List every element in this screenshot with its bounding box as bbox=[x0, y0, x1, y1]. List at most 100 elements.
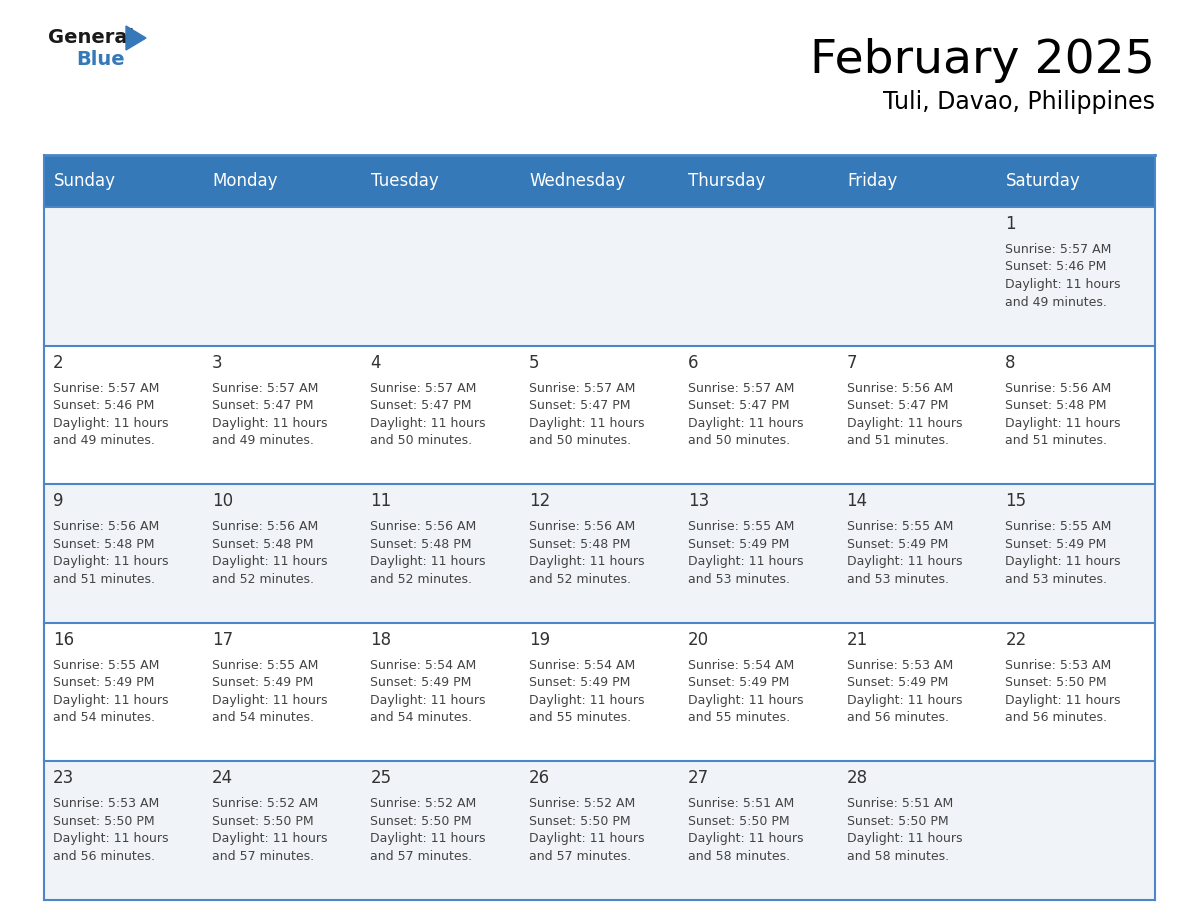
Text: Sunset: 5:50 PM: Sunset: 5:50 PM bbox=[688, 815, 790, 828]
Text: Sunrise: 5:57 AM: Sunrise: 5:57 AM bbox=[529, 382, 636, 395]
Text: Sunrise: 5:54 AM: Sunrise: 5:54 AM bbox=[529, 659, 636, 672]
Text: and 57 minutes.: and 57 minutes. bbox=[529, 850, 631, 863]
Text: and 50 minutes.: and 50 minutes. bbox=[688, 434, 790, 447]
Bar bbox=[361, 484, 520, 622]
Text: Saturday: Saturday bbox=[1006, 172, 1081, 190]
Text: 26: 26 bbox=[529, 769, 550, 788]
Bar bbox=[203, 155, 361, 207]
Bar bbox=[520, 484, 678, 622]
Text: Sunrise: 5:54 AM: Sunrise: 5:54 AM bbox=[371, 659, 476, 672]
Text: Daylight: 11 hours: Daylight: 11 hours bbox=[688, 694, 803, 707]
Text: 1: 1 bbox=[1005, 215, 1016, 233]
Text: Sunset: 5:49 PM: Sunset: 5:49 PM bbox=[688, 677, 789, 689]
Bar bbox=[44, 207, 203, 345]
Text: Sunset: 5:48 PM: Sunset: 5:48 PM bbox=[1005, 399, 1107, 412]
Text: and 52 minutes.: and 52 minutes. bbox=[371, 573, 473, 586]
Text: 15: 15 bbox=[1005, 492, 1026, 510]
Text: Sunset: 5:46 PM: Sunset: 5:46 PM bbox=[1005, 261, 1107, 274]
Text: 13: 13 bbox=[688, 492, 709, 510]
Bar bbox=[678, 207, 838, 345]
Text: 9: 9 bbox=[53, 492, 63, 510]
Text: Sunset: 5:50 PM: Sunset: 5:50 PM bbox=[529, 815, 631, 828]
Bar bbox=[838, 761, 997, 900]
Text: Sunset: 5:47 PM: Sunset: 5:47 PM bbox=[847, 399, 948, 412]
Text: 6: 6 bbox=[688, 353, 699, 372]
Text: February 2025: February 2025 bbox=[810, 38, 1155, 83]
Text: Sunday: Sunday bbox=[53, 172, 115, 190]
Text: Sunset: 5:49 PM: Sunset: 5:49 PM bbox=[688, 538, 789, 551]
Bar bbox=[678, 761, 838, 900]
Text: and 53 minutes.: and 53 minutes. bbox=[1005, 573, 1107, 586]
Text: Sunrise: 5:52 AM: Sunrise: 5:52 AM bbox=[529, 798, 636, 811]
Text: Daylight: 11 hours: Daylight: 11 hours bbox=[529, 555, 645, 568]
Bar bbox=[997, 761, 1155, 900]
Text: and 49 minutes.: and 49 minutes. bbox=[53, 434, 154, 447]
Bar bbox=[361, 761, 520, 900]
Bar bbox=[203, 484, 361, 622]
Text: 18: 18 bbox=[371, 631, 392, 649]
Text: Sunrise: 5:57 AM: Sunrise: 5:57 AM bbox=[1005, 243, 1112, 256]
Text: 7: 7 bbox=[847, 353, 857, 372]
Text: 3: 3 bbox=[211, 353, 222, 372]
Text: Sunset: 5:50 PM: Sunset: 5:50 PM bbox=[1005, 677, 1107, 689]
Text: 2: 2 bbox=[53, 353, 64, 372]
Text: and 49 minutes.: and 49 minutes. bbox=[1005, 296, 1107, 308]
Bar bbox=[361, 622, 520, 761]
Text: Sunrise: 5:53 AM: Sunrise: 5:53 AM bbox=[847, 659, 953, 672]
Text: Sunset: 5:48 PM: Sunset: 5:48 PM bbox=[371, 538, 472, 551]
Text: 4: 4 bbox=[371, 353, 381, 372]
Text: Sunset: 5:47 PM: Sunset: 5:47 PM bbox=[371, 399, 472, 412]
Text: 27: 27 bbox=[688, 769, 709, 788]
Text: and 56 minutes.: and 56 minutes. bbox=[847, 711, 948, 724]
Text: Sunrise: 5:52 AM: Sunrise: 5:52 AM bbox=[211, 798, 318, 811]
Text: Daylight: 11 hours: Daylight: 11 hours bbox=[1005, 278, 1120, 291]
Text: Daylight: 11 hours: Daylight: 11 hours bbox=[529, 417, 645, 430]
Text: Sunrise: 5:57 AM: Sunrise: 5:57 AM bbox=[211, 382, 318, 395]
Text: Thursday: Thursday bbox=[688, 172, 766, 190]
Text: Daylight: 11 hours: Daylight: 11 hours bbox=[53, 417, 169, 430]
Text: Sunrise: 5:55 AM: Sunrise: 5:55 AM bbox=[688, 521, 795, 533]
Text: and 58 minutes.: and 58 minutes. bbox=[688, 850, 790, 863]
Bar bbox=[838, 345, 997, 484]
Text: Sunset: 5:49 PM: Sunset: 5:49 PM bbox=[371, 677, 472, 689]
Bar bbox=[520, 622, 678, 761]
Text: Daylight: 11 hours: Daylight: 11 hours bbox=[847, 833, 962, 845]
Text: Sunrise: 5:56 AM: Sunrise: 5:56 AM bbox=[1005, 382, 1112, 395]
Text: and 53 minutes.: and 53 minutes. bbox=[847, 573, 948, 586]
Text: Sunrise: 5:56 AM: Sunrise: 5:56 AM bbox=[211, 521, 318, 533]
Bar bbox=[44, 484, 203, 622]
Text: Daylight: 11 hours: Daylight: 11 hours bbox=[1005, 417, 1120, 430]
Text: Sunrise: 5:56 AM: Sunrise: 5:56 AM bbox=[847, 382, 953, 395]
Text: Sunset: 5:50 PM: Sunset: 5:50 PM bbox=[211, 815, 314, 828]
Text: 23: 23 bbox=[53, 769, 74, 788]
Text: Daylight: 11 hours: Daylight: 11 hours bbox=[211, 555, 327, 568]
Bar bbox=[520, 345, 678, 484]
Text: Blue: Blue bbox=[76, 50, 125, 69]
Text: 19: 19 bbox=[529, 631, 550, 649]
Text: Sunset: 5:50 PM: Sunset: 5:50 PM bbox=[53, 815, 154, 828]
Text: Sunset: 5:49 PM: Sunset: 5:49 PM bbox=[529, 677, 631, 689]
Text: 14: 14 bbox=[847, 492, 867, 510]
Text: Sunset: 5:49 PM: Sunset: 5:49 PM bbox=[53, 677, 154, 689]
Text: 16: 16 bbox=[53, 631, 74, 649]
Text: Sunrise: 5:57 AM: Sunrise: 5:57 AM bbox=[371, 382, 476, 395]
Text: Sunrise: 5:56 AM: Sunrise: 5:56 AM bbox=[529, 521, 636, 533]
Bar bbox=[678, 622, 838, 761]
Text: Tuli, Davao, Philippines: Tuli, Davao, Philippines bbox=[883, 90, 1155, 114]
Text: Sunrise: 5:51 AM: Sunrise: 5:51 AM bbox=[847, 798, 953, 811]
Text: Sunrise: 5:55 AM: Sunrise: 5:55 AM bbox=[847, 521, 953, 533]
Text: Sunset: 5:49 PM: Sunset: 5:49 PM bbox=[847, 677, 948, 689]
Bar bbox=[838, 484, 997, 622]
Bar bbox=[838, 622, 997, 761]
Text: 10: 10 bbox=[211, 492, 233, 510]
Text: Sunset: 5:47 PM: Sunset: 5:47 PM bbox=[688, 399, 789, 412]
Text: Daylight: 11 hours: Daylight: 11 hours bbox=[53, 694, 169, 707]
Text: Sunset: 5:46 PM: Sunset: 5:46 PM bbox=[53, 399, 154, 412]
Text: Sunrise: 5:56 AM: Sunrise: 5:56 AM bbox=[53, 521, 159, 533]
Text: Sunset: 5:49 PM: Sunset: 5:49 PM bbox=[847, 538, 948, 551]
Text: 21: 21 bbox=[847, 631, 867, 649]
Bar bbox=[44, 345, 203, 484]
Bar bbox=[361, 207, 520, 345]
Text: Daylight: 11 hours: Daylight: 11 hours bbox=[529, 694, 645, 707]
Text: 17: 17 bbox=[211, 631, 233, 649]
